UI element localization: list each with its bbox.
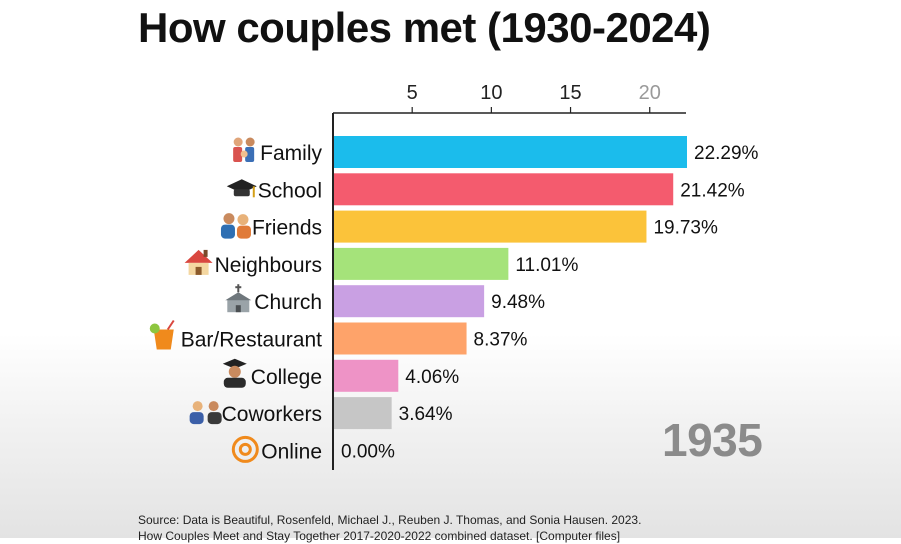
- category-label: Church: [254, 291, 322, 314]
- bar-college: [334, 359, 399, 392]
- bar-school: [334, 173, 674, 206]
- bar-coworkers: [334, 397, 392, 430]
- category-label: Coworkers: [222, 403, 322, 426]
- house-icon: [184, 249, 213, 275]
- value-label: 0.00%: [341, 441, 395, 462]
- graduate-icon: [222, 358, 247, 388]
- value-label: 4.06%: [405, 367, 459, 388]
- year-label: 1935: [662, 414, 763, 466]
- category-label: Online: [261, 440, 322, 463]
- bar-family: [334, 136, 687, 168]
- graduation-cap-icon: [226, 179, 257, 198]
- category-label: Family: [260, 142, 322, 165]
- x-tick-label: 15: [559, 82, 581, 104]
- at-sign-icon: [231, 435, 259, 463]
- category-label: College: [251, 366, 322, 389]
- category-label: School: [258, 179, 322, 202]
- x-axis: 5 10 15 20: [332, 82, 686, 470]
- bar-friends: [334, 210, 647, 243]
- chart-title: How couples met (1930-2024): [138, 4, 711, 51]
- category-label: Neighbours: [215, 254, 322, 277]
- x-tick-label: 5: [407, 82, 418, 104]
- bar-bar-restaurant: [334, 322, 467, 355]
- value-label: 9.48%: [491, 292, 545, 313]
- x-tick-label: 10: [480, 82, 502, 104]
- bar-church: [334, 285, 485, 318]
- friends-icon: [220, 213, 251, 239]
- source-line-2: How Couples Meet and Stay Together 2017-…: [138, 529, 621, 543]
- bars: 22.29% Family 21.42% School 19.73% Friends 11.…: [149, 136, 759, 463]
- source-note: Source: Data is Beautiful, Rosenfeld, Mi…: [138, 512, 641, 544]
- value-label: 8.37%: [474, 330, 528, 351]
- value-label: 11.01%: [515, 255, 578, 276]
- source-line-1: Source: Data is Beautiful, Rosenfeld, Mi…: [138, 513, 642, 527]
- coworkers-icon: [189, 401, 222, 425]
- category-label: Bar/Restaurant: [181, 329, 322, 352]
- cocktail-icon: [149, 319, 175, 350]
- value-label: 21.42%: [680, 180, 745, 201]
- x-tick-label: 20: [639, 82, 661, 104]
- church-icon: [225, 284, 252, 313]
- value-label: 19.73%: [653, 218, 718, 239]
- family-icon: [233, 137, 255, 162]
- bar-neighbours: [334, 247, 509, 280]
- value-label: 22.29%: [694, 143, 759, 164]
- value-label: 3.64%: [399, 404, 453, 425]
- category-label: Friends: [252, 217, 322, 240]
